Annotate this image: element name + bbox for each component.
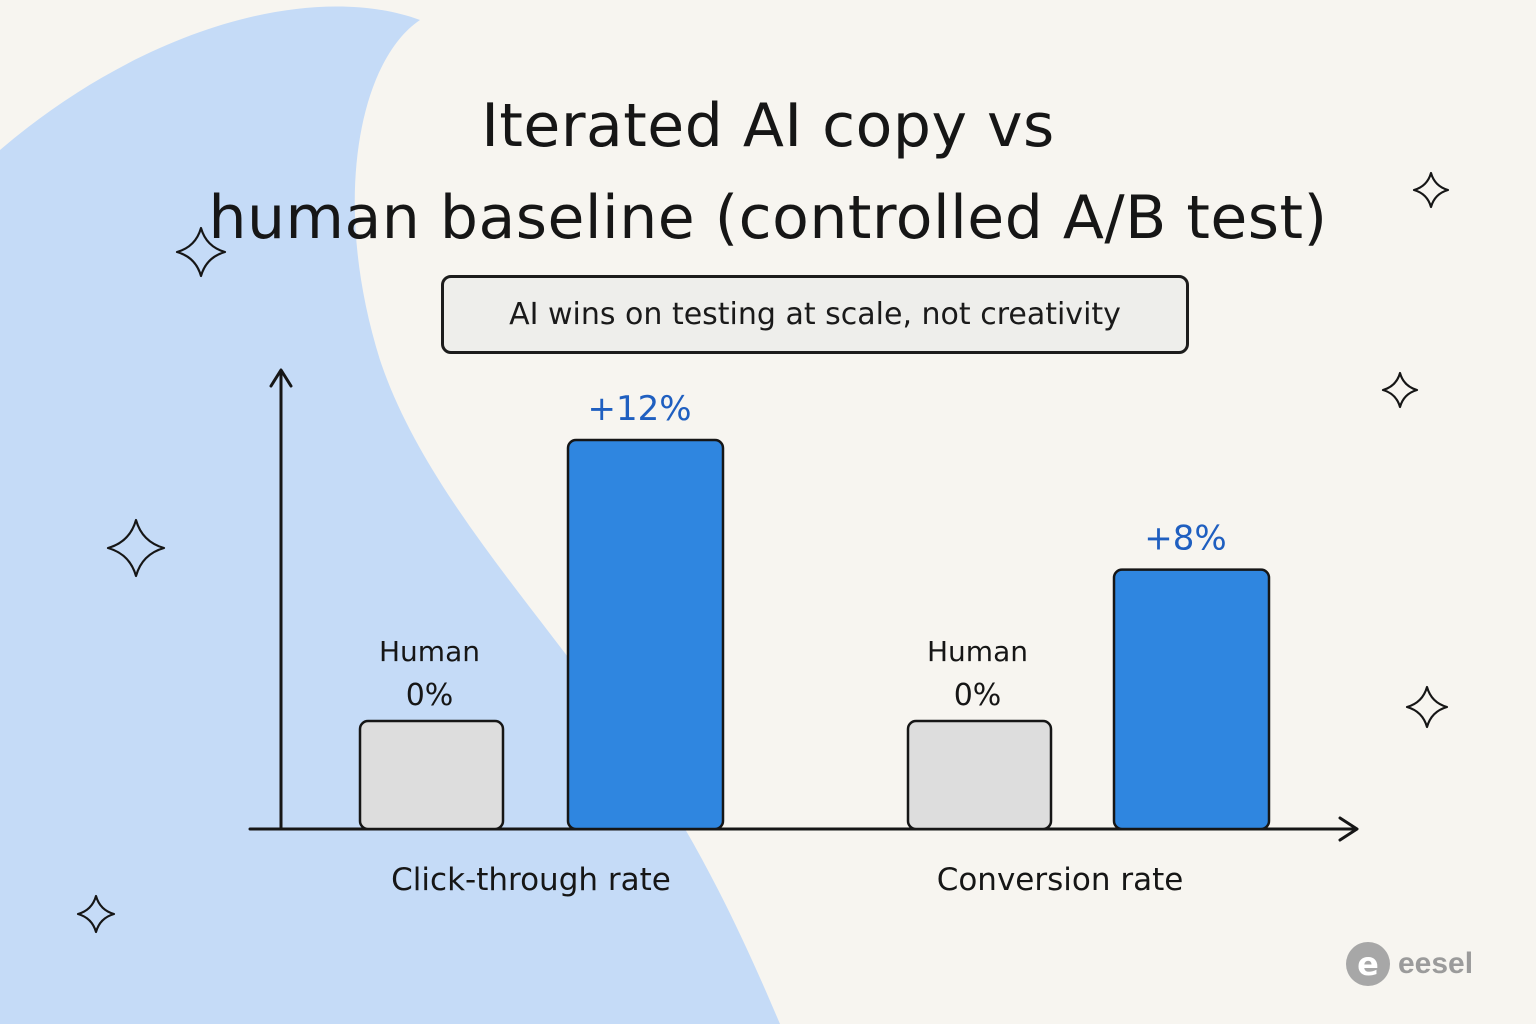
title-line-1: Iterated AI copy vs (481, 91, 1055, 161)
x-tick-label: Conversion rate (937, 862, 1184, 898)
x-axis-arrow (1338, 816, 1359, 842)
bar-human (358, 719, 505, 831)
sparkle-icon (1412, 171, 1450, 209)
sparkle-icon (1405, 685, 1449, 729)
x-tick-label: Click-through rate (391, 862, 671, 898)
brand-name: eesel (1398, 947, 1474, 980)
bar-ai (566, 438, 725, 831)
bar-human-value-label: 0% (954, 678, 1002, 713)
sparkle-icon (1381, 371, 1419, 409)
sparkle-icon (76, 894, 116, 934)
bar-human (906, 719, 1053, 831)
bar-human-value-label: 0% (406, 678, 454, 713)
subtitle-box: AI wins on testing at scale, not creativ… (441, 275, 1189, 354)
bar-ai-value-label: +8% (1144, 519, 1226, 559)
bar-ai (1112, 568, 1271, 831)
bar-ai-value-label: +12% (587, 389, 691, 429)
bar-human-series-label: Human (379, 635, 480, 668)
title-line-2: human baseline (controlled A/B test) (208, 183, 1328, 253)
subtitle-text: AI wins on testing at scale, not creativ… (509, 297, 1121, 332)
chart-title: Iterated AI copy vs human baseline (cont… (0, 80, 1536, 264)
y-axis-arrow (269, 368, 293, 388)
sparkle-icon (106, 518, 166, 578)
bar-human-series-label: Human (927, 635, 1028, 668)
brand-logo: e eesel (1346, 940, 1473, 988)
logo-icon: e (1346, 942, 1390, 986)
sparkle-icon (175, 226, 227, 278)
